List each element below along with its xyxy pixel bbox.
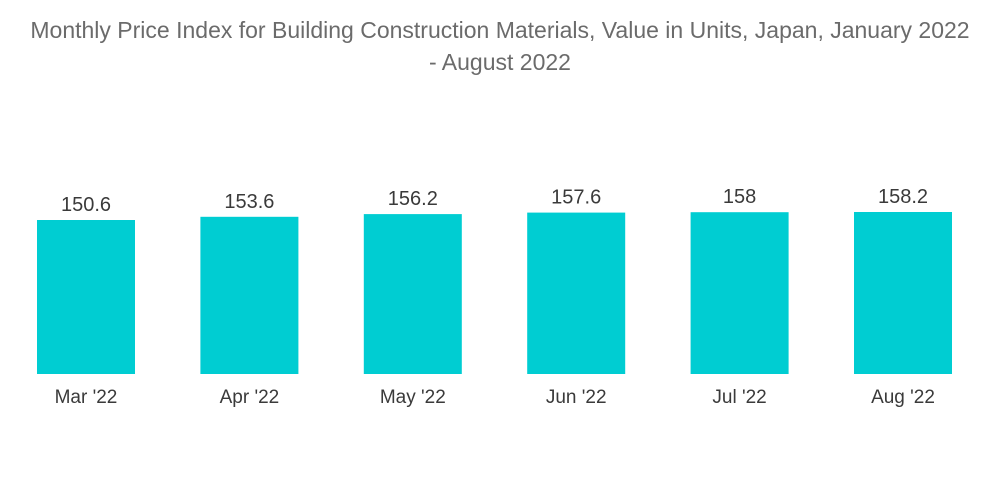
- x-tick-label-6: Aug '22: [871, 387, 935, 408]
- data-label-6: 158.2: [878, 186, 928, 208]
- bar-series: [37, 212, 952, 374]
- bar-1: [37, 220, 135, 374]
- x-tick-label-5: Jul '22: [712, 387, 766, 408]
- bar-5: [690, 212, 789, 374]
- x-tick-label-3: May '22: [380, 387, 446, 408]
- chart-title: Monthly Price Index for Building Constru…: [0, 14, 1000, 78]
- data-label-4: 157.6: [551, 187, 601, 209]
- chart-title-line-2: - August 2022: [429, 49, 571, 75]
- data-labels: 150.6 153.6 156.2 157.6 158 158.2: [61, 186, 928, 216]
- x-tick-label-4: Jun '22: [546, 387, 607, 408]
- data-label-1: 150.6: [61, 194, 111, 216]
- x-tick-label-2: Apr '22: [220, 387, 280, 408]
- bar-4: [527, 212, 626, 374]
- chart-title-line-1: Monthly Price Index for Building Constru…: [30, 17, 970, 43]
- data-label-5: 158: [723, 186, 756, 208]
- x-tick-label-1: Mar '22: [55, 387, 118, 408]
- bar-2: [200, 216, 299, 374]
- bar-6: [854, 212, 952, 374]
- x-axis-tick-labels: Mar '22 Apr '22 May '22 Jun '22 Jul '22 Aug '…: [55, 387, 935, 408]
- data-label-3: 156.2: [388, 188, 438, 210]
- data-label-2: 153.6: [224, 191, 274, 213]
- bar-3: [363, 214, 462, 374]
